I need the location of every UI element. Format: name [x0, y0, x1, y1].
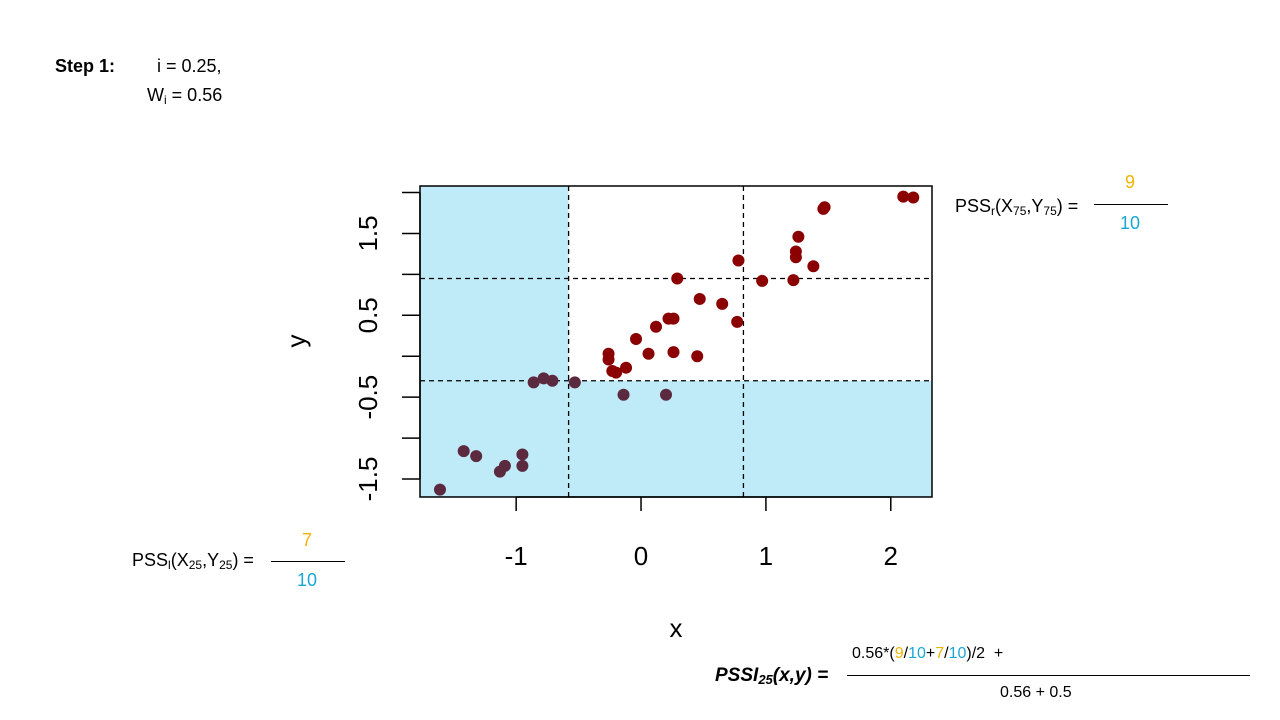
data-points	[433, 190, 920, 496]
pss-r-x-subscript: 75	[1013, 204, 1027, 218]
pss-r-mid: ,Y	[1026, 196, 1044, 216]
data-point-31	[787, 274, 800, 287]
data-point-23	[667, 346, 680, 359]
y-tick-label-1: -0.5	[353, 375, 383, 420]
data-point-12	[602, 353, 615, 366]
data-point-6	[516, 459, 529, 472]
data-point-27	[716, 297, 729, 310]
pssi-plus: +	[925, 645, 936, 662]
pssi-denominator: 0.56 + 0.5	[1000, 684, 1072, 701]
w-number: = 0.56	[166, 85, 223, 105]
shaded-region-1	[568, 380, 932, 497]
y-axis-label: y	[281, 335, 311, 348]
shaded-region-0	[420, 186, 569, 497]
data-point-19	[650, 320, 663, 333]
data-point-39	[907, 191, 920, 204]
pssi-fraction-bar	[847, 675, 1250, 676]
w-subscript: i	[164, 93, 167, 107]
pss-l-x-subscript: 25	[188, 558, 203, 572]
data-point-38	[897, 190, 910, 203]
pssi-num-7: 7	[935, 645, 945, 662]
pss-l-equals: ) =	[232, 550, 254, 570]
w-symbol: W	[147, 85, 164, 105]
pssi-num-9: 9	[894, 645, 904, 662]
pss-l-numerator: 7	[301, 530, 312, 550]
pss-r-prefix: PSS	[955, 196, 992, 216]
data-point-25	[691, 350, 704, 363]
pss-r-subscript: r	[991, 204, 996, 218]
pss-l-subscript: l	[168, 558, 171, 572]
pssi-num-prefix: 0.56*(	[852, 645, 895, 662]
pss-r-denominator: 10	[1119, 213, 1141, 233]
pss-r-fraction-bar	[1094, 204, 1168, 205]
x-axis-label: x	[670, 613, 683, 643]
pss-r-y-subscript: 75	[1043, 204, 1057, 218]
data-point-1	[457, 445, 470, 458]
data-point-33	[789, 245, 802, 258]
pssi-slash-1: /	[903, 645, 909, 662]
data-point-26	[693, 292, 706, 305]
pss-r-equals: ) =	[1056, 196, 1079, 216]
pssi-args: (x,y) =	[772, 665, 829, 686]
x-tick-label-2: 1	[759, 541, 773, 571]
x-tick-label-3: 2	[884, 541, 898, 571]
y-tick-label-2: 0.5	[353, 297, 383, 333]
data-point-2	[470, 450, 483, 463]
data-point-22	[667, 312, 680, 325]
data-point-0	[433, 483, 446, 496]
x-tick-label-0: -1	[505, 541, 528, 571]
pssi-den-10-a: 10	[908, 645, 926, 662]
pss-l-open: (X	[170, 550, 189, 570]
data-point-28	[731, 315, 744, 328]
pssi-label: PSSI25(x,y) =	[715, 665, 828, 687]
pss-r-label: PSSr(X75,Y75) =	[955, 196, 1078, 218]
pssi-numerator: 0.56*(9/10+7/10)/2 +	[852, 645, 1003, 663]
x-tick-label-1: 0	[634, 541, 648, 571]
data-point-29	[732, 254, 745, 267]
y-tick-label-3: 1.5	[353, 215, 383, 251]
data-point-20	[660, 388, 673, 401]
pss-l-denominator: 10	[296, 570, 318, 590]
data-point-4	[498, 459, 511, 472]
pss-l-prefix: PSS	[132, 550, 169, 570]
data-point-9	[546, 374, 559, 387]
data-point-10	[568, 376, 581, 389]
pssi-subscript: 25	[758, 672, 773, 687]
data-point-5	[516, 448, 529, 461]
data-point-17	[630, 333, 643, 346]
pss-l-label: PSSl(X25,Y25) =	[132, 550, 254, 572]
y-tick-label-0: -1.5	[353, 457, 383, 502]
data-point-24	[671, 272, 684, 285]
pssi-slash-2: /	[944, 645, 949, 662]
shaded-regions	[420, 186, 932, 497]
data-point-34	[792, 230, 805, 243]
step-w-value: Wi = 0.56	[147, 85, 222, 107]
pss-r-numerator: 9	[1124, 172, 1135, 192]
pssi-den-10-b: 10	[948, 645, 967, 662]
data-point-18	[642, 347, 655, 360]
step-label: Step 1:	[55, 56, 116, 76]
pssi-main: PSSI	[715, 665, 759, 686]
step-i-value: i = 0.25,	[157, 56, 222, 76]
data-point-16	[620, 361, 633, 374]
pss-l-mid: ,Y	[202, 550, 220, 570]
data-point-14	[610, 366, 623, 379]
pss-l-y-subscript: 25	[219, 558, 233, 572]
pssi-num-suffix: )/2 +	[966, 645, 1004, 662]
data-point-15	[617, 388, 630, 401]
y-axis: -1.5 -0.5 0.5 1.5	[353, 191, 421, 502]
data-point-37	[818, 201, 831, 214]
data-point-30	[756, 274, 769, 287]
pss-l-fraction-bar	[271, 561, 345, 562]
x-axis: -1 0 1 2	[505, 496, 898, 571]
data-point-35	[807, 260, 820, 273]
data-point-7	[527, 376, 540, 389]
pss-r-open: (X	[995, 196, 1014, 216]
